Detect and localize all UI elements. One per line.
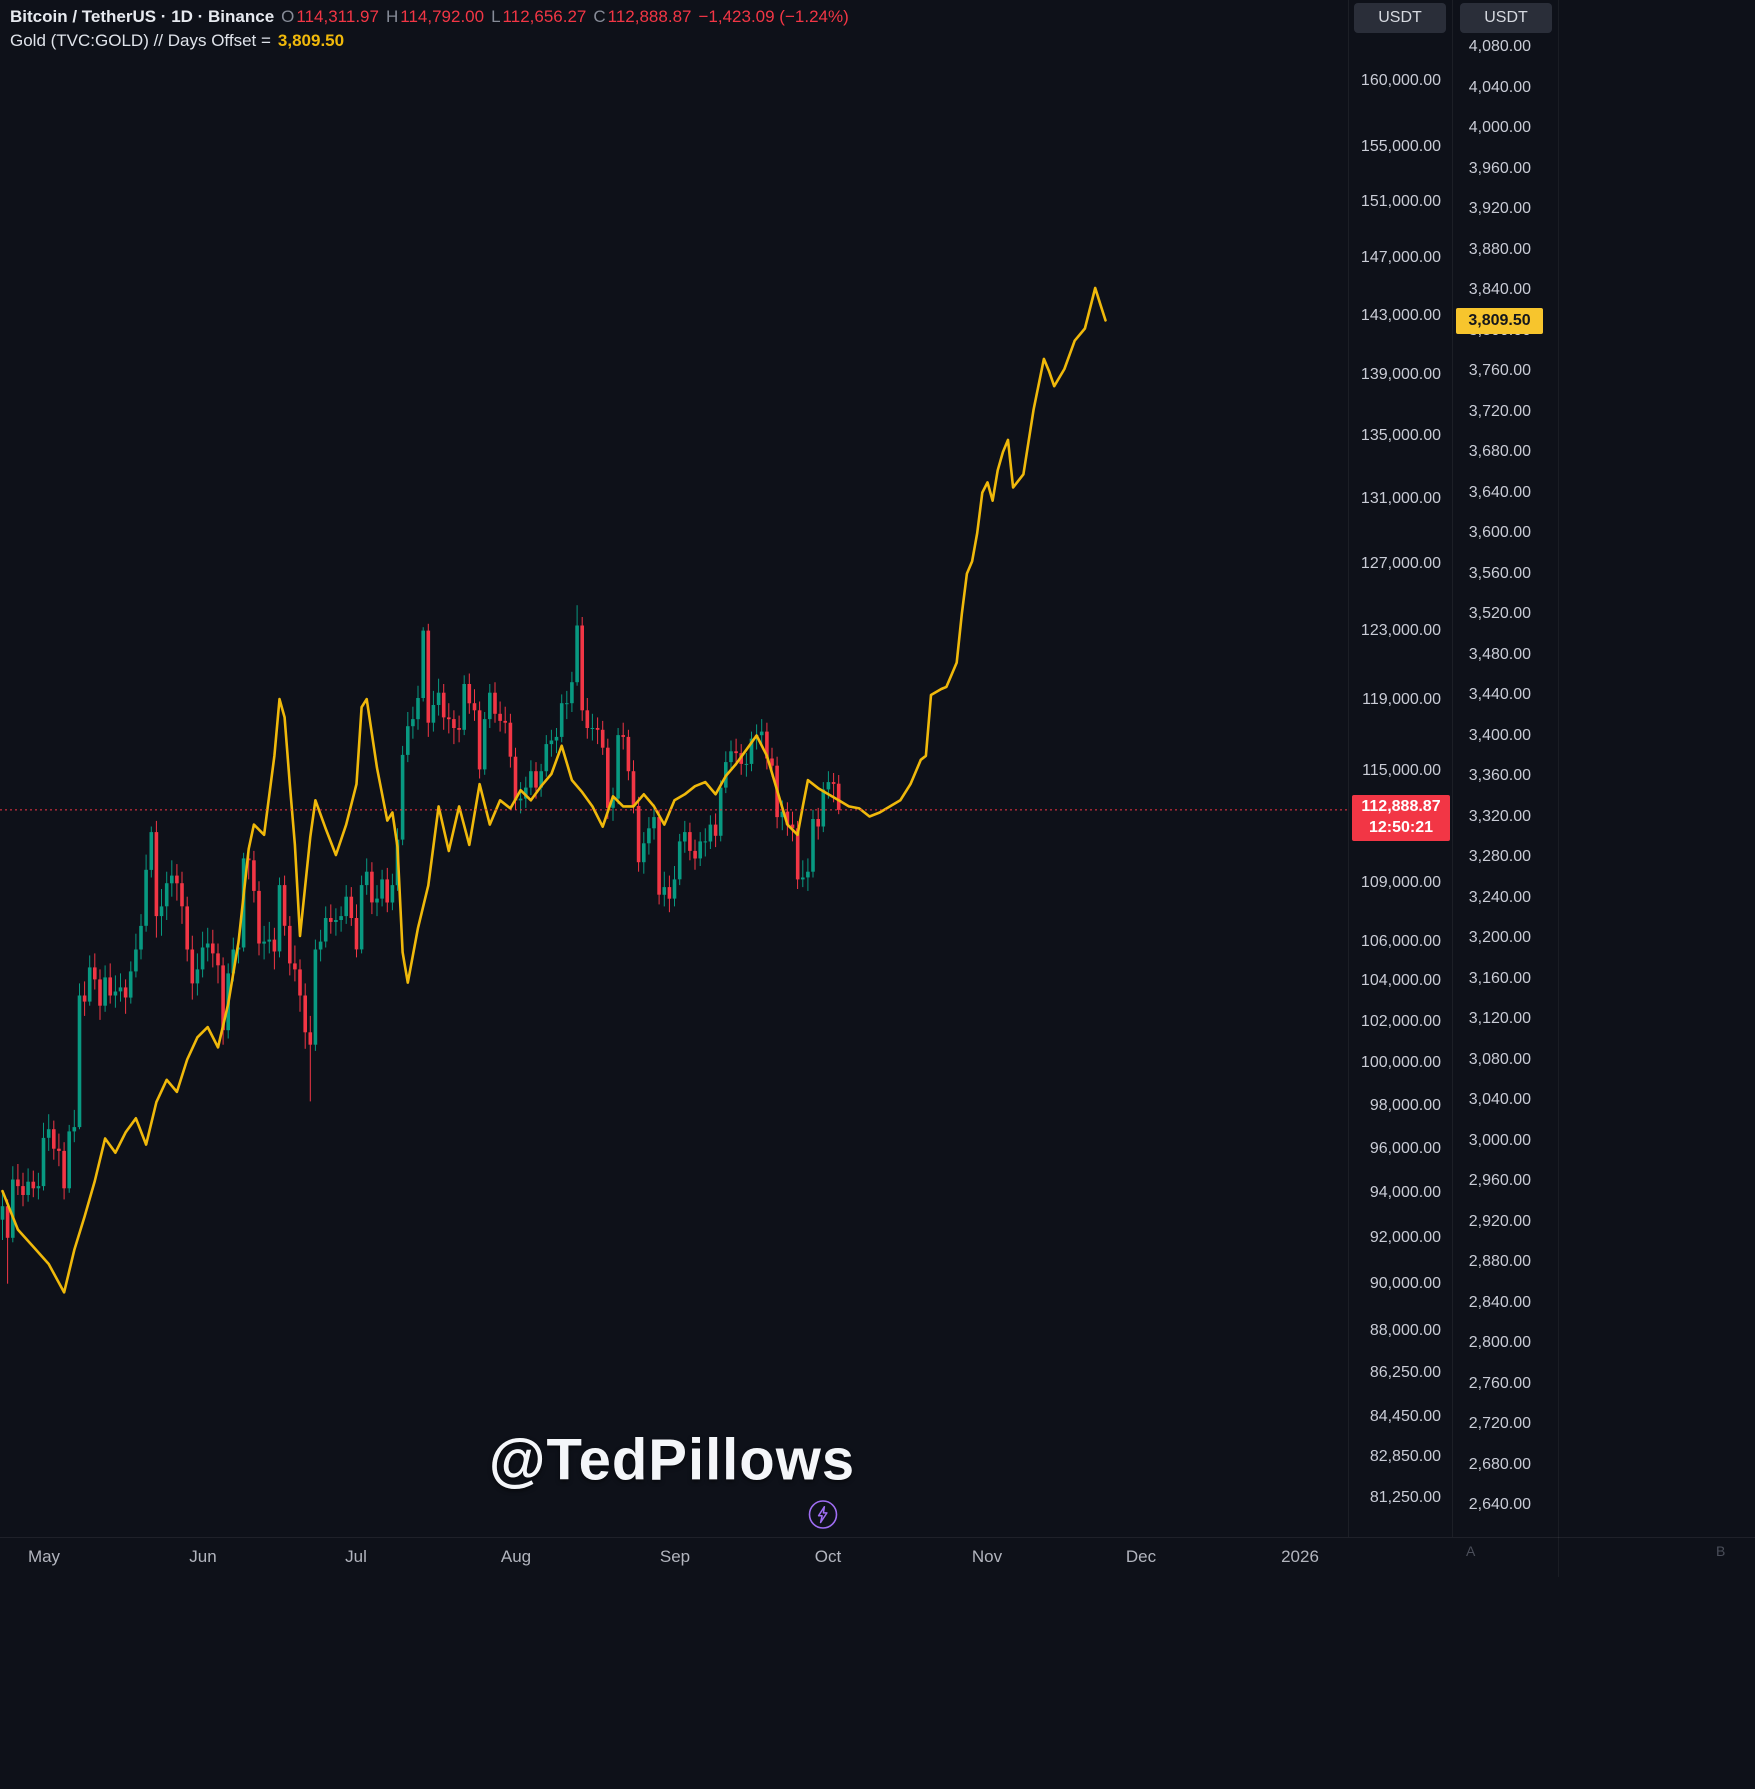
price-axis-label: 3,080.00 bbox=[1468, 1051, 1531, 1068]
price-axis-label: 147,000.00 bbox=[1360, 249, 1441, 266]
price-axis-label: 88,000.00 bbox=[1369, 1322, 1441, 1339]
price-axis-label: 81,250.00 bbox=[1369, 1489, 1441, 1506]
time-axis-label[interactable]: Oct bbox=[814, 1547, 842, 1566]
price-axis-label: 90,000.00 bbox=[1369, 1275, 1441, 1292]
gold-price-axis[interactable]: 3,809.50 4,080.00 4,040.00 4,000.00 3,960.0… bbox=[1452, 0, 1559, 1537]
price-axis-label: 3,040.00 bbox=[1468, 1091, 1531, 1108]
price-axis-label: 143,000.00 bbox=[1360, 307, 1441, 324]
price-axis-label: 3,840.00 bbox=[1468, 281, 1531, 298]
price-axis-label: 3,520.00 bbox=[1468, 605, 1531, 622]
price-axis-label: 3,920.00 bbox=[1468, 200, 1531, 217]
price-axis-label: 3,120.00 bbox=[1468, 1010, 1531, 1027]
price-axis-label: 3,440.00 bbox=[1468, 686, 1531, 703]
price-axis-label: 3,760.00 bbox=[1468, 362, 1531, 379]
price-axis-label: 115,000.00 bbox=[1362, 762, 1441, 779]
btc-price-axis[interactable]: 112,888.87 12:50:21 160,000.00 155,000.00… bbox=[1348, 0, 1453, 1537]
price-axis-label: 96,000.00 bbox=[1369, 1140, 1441, 1157]
time-axis-label[interactable]: May bbox=[27, 1547, 61, 1566]
price-axis-label: 3,560.00 bbox=[1468, 565, 1531, 582]
price-axis-label: 3,480.00 bbox=[1468, 646, 1531, 663]
price-axis-label: 2,640.00 bbox=[1468, 1496, 1531, 1513]
price-axis-label: 102,000.00 bbox=[1360, 1013, 1441, 1030]
price-axis-label: 4,000.00 bbox=[1468, 119, 1531, 136]
price-axis-label: 123,000.00 bbox=[1360, 622, 1441, 639]
price-change: −1,423.09 (−1.24%) bbox=[698, 7, 849, 26]
price-axis-label: 151,000.00 bbox=[1360, 193, 1441, 210]
scale-mode-indicator-left: A bbox=[1466, 1543, 1476, 1559]
time-axis-label[interactable]: Aug bbox=[500, 1547, 532, 1566]
price-axis-label: 2,720.00 bbox=[1468, 1415, 1531, 1432]
price-axis-label: 2,960.00 bbox=[1468, 1172, 1531, 1189]
price-axis-label: 94,000.00 bbox=[1369, 1184, 1441, 1201]
time-axis-label[interactable]: Sep bbox=[659, 1547, 691, 1566]
current-price-value: 112,888.87 bbox=[1361, 798, 1441, 816]
price-axis-label: 155,000.00 bbox=[1360, 138, 1441, 155]
price-axis-label: 4,040.00 bbox=[1468, 79, 1531, 96]
price-axis-label: 2,800.00 bbox=[1468, 1334, 1531, 1351]
gold-price-badge: 3,809.50 bbox=[1456, 308, 1543, 334]
time-axis-label[interactable]: 2026 bbox=[1281, 1547, 1319, 1566]
price-axis-label: 135,000.00 bbox=[1360, 427, 1441, 444]
ohlc-close: C 112,888.87 bbox=[593, 7, 692, 26]
ohlc-open: O 114,311.97 bbox=[281, 7, 379, 26]
price-axis-label: 139,000.00 bbox=[1360, 366, 1441, 383]
price-axis-label: 131,000.00 bbox=[1360, 490, 1441, 507]
time-axis-label[interactable]: Dec bbox=[1125, 1547, 1157, 1566]
price-axis-label: 98,000.00 bbox=[1369, 1097, 1441, 1114]
watermark-handle: @TedPillows bbox=[488, 1427, 856, 1493]
price-axis-label: 109,000.00 bbox=[1360, 874, 1441, 891]
price-axis-label: 119,000.00 bbox=[1362, 691, 1441, 708]
price-axis-label: 3,960.00 bbox=[1468, 160, 1531, 177]
price-axis-label: 3,720.00 bbox=[1468, 403, 1531, 420]
price-axis-label: 3,680.00 bbox=[1468, 443, 1531, 460]
ohlc-low: L 112,656.27 bbox=[491, 7, 587, 26]
price-axis-label: 3,600.00 bbox=[1468, 524, 1531, 541]
price-axis-label: 127,000.00 bbox=[1360, 555, 1441, 572]
price-axis-label: 3,320.00 bbox=[1468, 808, 1531, 825]
current-price-badge: 112,888.87 12:50:21 bbox=[1352, 795, 1450, 841]
price-axis-label: 3,000.00 bbox=[1468, 1132, 1531, 1149]
price-axis-label: 104,000.00 bbox=[1360, 972, 1441, 989]
price-axis-label: 160,000.00 bbox=[1360, 72, 1441, 89]
price-axis-label: 106,000.00 bbox=[1360, 933, 1441, 950]
price-chart-canvas[interactable] bbox=[0, 0, 1348, 1537]
bar-countdown: 12:50:21 bbox=[1368, 819, 1434, 836]
price-axis-label: 92,000.00 bbox=[1369, 1229, 1441, 1246]
price-axis-label: 3,880.00 bbox=[1468, 241, 1531, 258]
btc-scale-currency-button[interactable]: USDT bbox=[1354, 3, 1446, 33]
symbol-legend[interactable]: Bitcoin / TetherUS · 1D · Binance O 114,… bbox=[10, 7, 849, 27]
ohlc-high: H 114,792.00 bbox=[385, 7, 485, 26]
symbol-title: Bitcoin / TetherUS · 1D · Binance bbox=[10, 7, 275, 26]
price-axis-label: 2,880.00 bbox=[1468, 1253, 1531, 1270]
price-axis-label: 86,250.00 bbox=[1369, 1364, 1441, 1381]
price-axis-label: 3,200.00 bbox=[1468, 929, 1531, 946]
price-axis-label: 3,360.00 bbox=[1468, 767, 1531, 784]
price-axis-label: 2,920.00 bbox=[1468, 1213, 1531, 1230]
axis-right-divider bbox=[1558, 0, 1559, 1577]
gold-scale-currency-button[interactable]: USDT bbox=[1460, 3, 1552, 33]
boost-lightning-icon[interactable] bbox=[807, 1499, 839, 1536]
price-axis-label: 3,640.00 bbox=[1468, 484, 1531, 501]
price-axis-label: 4,080.00 bbox=[1468, 38, 1531, 55]
price-axis-label: 3,400.00 bbox=[1468, 727, 1531, 744]
time-axis-label[interactable]: Jul bbox=[345, 1547, 367, 1566]
scale-mode-indicator-right: B bbox=[1716, 1543, 1726, 1559]
price-axis-label: 82,850.00 bbox=[1369, 1448, 1441, 1465]
price-axis-label: 3,240.00 bbox=[1468, 889, 1531, 906]
price-axis-label: 100,000.00 bbox=[1360, 1054, 1441, 1071]
price-axis-label: 2,840.00 bbox=[1468, 1294, 1531, 1311]
time-axis[interactable]: May Jun Jul Aug Sep Oct Nov Dec 2026 bbox=[0, 1537, 1755, 1578]
indicator-value: 3,809.50 bbox=[277, 31, 345, 50]
indicator-title: Gold (TVC:GOLD) // Days Offset = bbox=[10, 31, 271, 50]
price-axis-label: 2,680.00 bbox=[1468, 1456, 1531, 1473]
price-axis-label: 2,760.00 bbox=[1468, 1375, 1531, 1392]
indicator-legend[interactable]: Gold (TVC:GOLD) // Days Offset = 3,809.5… bbox=[10, 31, 344, 51]
price-axis-label: 3,160.00 bbox=[1468, 970, 1531, 987]
price-axis-label: 84,450.00 bbox=[1369, 1408, 1441, 1425]
time-axis-label[interactable]: Nov bbox=[971, 1547, 1003, 1566]
time-axis-label[interactable]: Jun bbox=[189, 1547, 217, 1566]
price-axis-label: 3,280.00 bbox=[1468, 848, 1531, 865]
